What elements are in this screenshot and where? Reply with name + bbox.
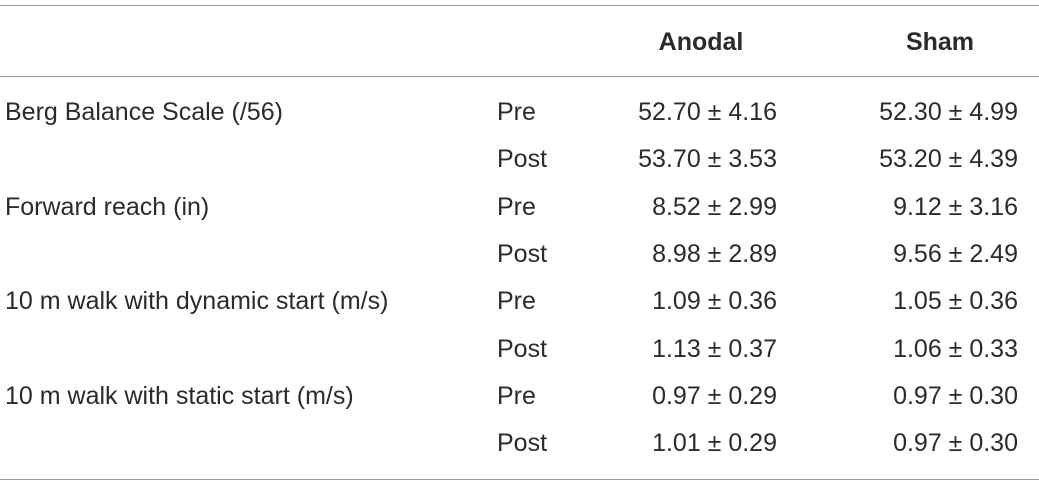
cell-value: 1.05 ± 0.36 — [893, 287, 1018, 316]
cell-value: 0.97 ± 0.30 — [893, 429, 1018, 458]
top-rule — [0, 5, 1039, 6]
cell-value: 8.98 ± 2.89 — [652, 239, 777, 268]
cell-value: 1.09 ± 0.36 — [652, 287, 777, 316]
phase-label: Post — [497, 239, 548, 268]
column-header: Sham — [905, 28, 975, 56]
cell-value: 0.97 ± 0.30 — [893, 381, 1018, 410]
row-label: 10 m walk with static start (m/s) — [5, 381, 354, 410]
cell-value: 8.52 ± 2.99 — [652, 192, 777, 221]
phase-label: Pre — [497, 381, 536, 410]
cell-value: 9.56 ± 2.49 — [893, 239, 1018, 268]
header-rule — [0, 76, 1039, 77]
cell-value: 52.30 ± 4.99 — [879, 98, 1018, 126]
cell-value: 9.12 ± 3.16 — [893, 192, 1018, 221]
phase-label: Pre — [497, 287, 536, 316]
phase-label: Post — [497, 429, 548, 458]
phase-label: Post — [497, 334, 548, 363]
cell-value: 1.13 ± 0.37 — [652, 334, 777, 363]
cell-value: 1.01 ± 0.29 — [652, 429, 777, 458]
phase-label: Post — [497, 145, 548, 174]
column-header: Anodal — [658, 28, 744, 56]
cell-value: 1.06 ± 0.33 — [893, 334, 1018, 363]
cell-value: 0.97 ± 0.29 — [652, 381, 777, 410]
cell-value: 53.20 ± 4.39 — [879, 145, 1018, 174]
cell-value: 53.70 ± 3.53 — [638, 145, 777, 174]
row-label: Forward reach (in) — [5, 192, 210, 221]
phase-label: Pre — [497, 192, 536, 221]
row-label: 10 m walk with dynamic start (m/s) — [5, 287, 389, 316]
row-label: Berg Balance Scale (/56) — [5, 98, 283, 126]
bottom-rule — [0, 479, 1039, 480]
phase-label: Pre — [497, 98, 536, 126]
cell-value: 52.70 ± 4.16 — [638, 98, 777, 126]
